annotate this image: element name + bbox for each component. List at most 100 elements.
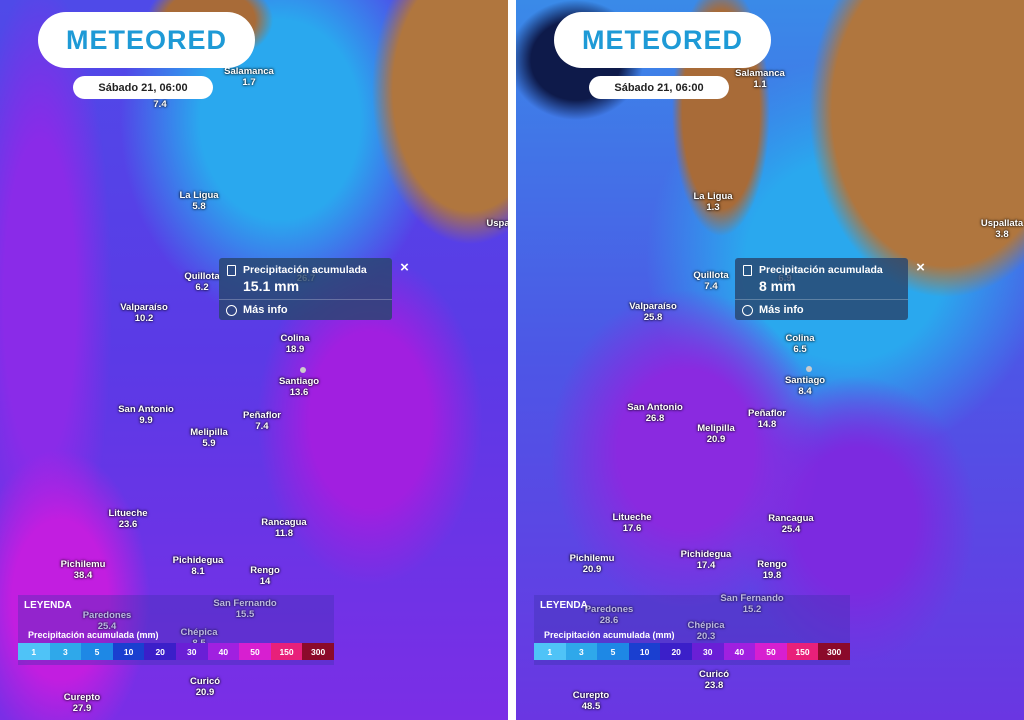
city-value: 17.6: [622, 523, 642, 534]
city-name: Rancagua: [768, 513, 814, 524]
city-label: Uspa: [486, 218, 508, 229]
city-label: Valparaíso 10.2: [120, 302, 168, 324]
legend-subtitle: Precipitación acumulada (mm): [28, 630, 159, 640]
legend-scale: 1 3 5 10 20 30 40 50 150 300: [534, 643, 850, 660]
legend-step: 20: [144, 643, 176, 660]
logo: METEORED: [38, 12, 255, 68]
city-label: Paredones 28.6: [585, 604, 634, 626]
legend-step: 40: [723, 643, 756, 660]
city-value: 8.1: [191, 566, 205, 577]
legend-step: 50: [755, 643, 787, 660]
city-name: Litueche: [612, 512, 652, 523]
city-value: 23.8: [704, 680, 724, 691]
city-value: 7.4: [153, 99, 167, 110]
city-label: Rengo 19.8: [757, 559, 787, 581]
legend-step: 3: [49, 643, 82, 660]
city-name: San Antonio: [627, 402, 683, 413]
city-name: Pichilemu: [569, 553, 615, 564]
city-name: La Ligua: [693, 191, 733, 202]
legend: LEYENDA Precipitación acumulada (mm) 1 3 5 10…: [18, 595, 334, 665]
city-value: 14: [259, 576, 271, 587]
city-name: Pichidegua: [172, 555, 224, 566]
city-value: 25.8: [643, 312, 663, 323]
city-name: Chépica: [687, 620, 725, 631]
city-value: 38.4: [73, 570, 93, 581]
city-label: San Fernando 15.5: [213, 598, 276, 620]
info-popup: Precipitación acumulada 8 mm Más info: [735, 258, 908, 320]
city-name: Uspa: [486, 218, 508, 229]
legend-step: 300: [818, 643, 850, 660]
city-value: 6.2: [195, 282, 209, 293]
city-value: 25.4: [97, 621, 117, 632]
city-label: 7.4: [153, 99, 166, 110]
info-icon: [742, 305, 753, 316]
city-label: Peñaflor 14.8: [748, 408, 786, 430]
city-label: Paredones 25.4: [83, 610, 132, 632]
city-value: 15.2: [742, 604, 762, 615]
city-value: 9.9: [139, 415, 153, 426]
more-info-link[interactable]: Más info: [243, 304, 288, 316]
legend: LEYENDA Precipitación acumulada (mm) 1 3 5 10…: [534, 595, 850, 665]
city-name: Quillota: [184, 271, 220, 282]
city-value: 10.2: [134, 313, 154, 324]
city-value: 28.6: [599, 615, 619, 626]
map-background: [516, 0, 1024, 720]
city-value: 20.3: [696, 631, 716, 642]
close-button[interactable]: ×: [400, 259, 409, 276]
city-label: Curepto 27.9: [64, 692, 100, 714]
city-name: Paredones: [584, 604, 634, 615]
city-name: La Ligua: [179, 190, 219, 201]
city-label: Curicó 23.8: [699, 669, 729, 691]
city-name: Valparaíso: [120, 302, 168, 313]
city-value: 7.4: [255, 421, 269, 432]
city-label: Litueche 17.6: [612, 512, 651, 534]
date-pill: Sábado 21, 06:00: [589, 76, 729, 99]
city-label: Salamanca 1.7: [224, 66, 274, 88]
city-name: San Fernando: [720, 593, 784, 604]
city-label: Melipilla 20.9: [697, 423, 734, 445]
legend-subtitle: Precipitación acumulada (mm): [544, 630, 675, 640]
city-name: Colina: [280, 333, 310, 344]
city-value: 14.8: [757, 419, 777, 430]
city-name: Uspallata: [980, 218, 1024, 229]
city-label: Salamanca 1.1: [735, 68, 785, 90]
legend-scale: 1 3 5 10 20 30 40 50 150 300: [18, 643, 334, 660]
city-value: 18.9: [285, 344, 305, 355]
city-name: Pichilemu: [60, 559, 106, 570]
city-name: Rancagua: [261, 517, 307, 528]
more-info-link[interactable]: Más info: [759, 304, 804, 316]
city-name: Melipilla: [190, 427, 228, 438]
legend-title: LEYENDA: [24, 600, 72, 611]
legend-step: 3: [565, 643, 598, 660]
city-name: Curicó: [189, 676, 221, 687]
city-value: 1.7: [242, 77, 256, 88]
city-label: La Ligua 5.8: [179, 190, 218, 212]
city-label: San Antonio 9.9: [118, 404, 174, 426]
city-label: Rancagua 11.8: [261, 517, 306, 539]
logo: METEORED: [554, 12, 771, 68]
city-name: Curicó: [698, 669, 730, 680]
legend-title: LEYENDA: [540, 600, 588, 611]
city-label: Uspallata 3.8: [981, 218, 1023, 240]
city-value: 20.9: [582, 564, 602, 575]
popup-value: 15.1 mm: [243, 278, 300, 294]
city-label: Santiago 8.4: [785, 375, 825, 397]
popup-value: 8 mm: [759, 278, 796, 294]
info-popup: Precipitación acumulada 15.1 mm Más info: [219, 258, 392, 320]
close-button[interactable]: ×: [916, 259, 925, 276]
legend-step: 1: [534, 643, 566, 660]
city-value: 23.6: [118, 519, 138, 530]
popup-title: Precipitación acumulada: [759, 264, 883, 276]
city-value: 5.8: [192, 201, 206, 212]
city-value: 26.8: [645, 413, 665, 424]
city-label: Curepto 48.5: [573, 690, 609, 712]
legend-step: 150: [786, 643, 819, 660]
city-marker: [300, 367, 306, 373]
city-label: Chépica 20.3: [688, 620, 725, 642]
city-name: San Antonio: [118, 404, 174, 415]
city-label: Colina 6.5: [785, 333, 814, 355]
legend-step: 1: [18, 643, 50, 660]
